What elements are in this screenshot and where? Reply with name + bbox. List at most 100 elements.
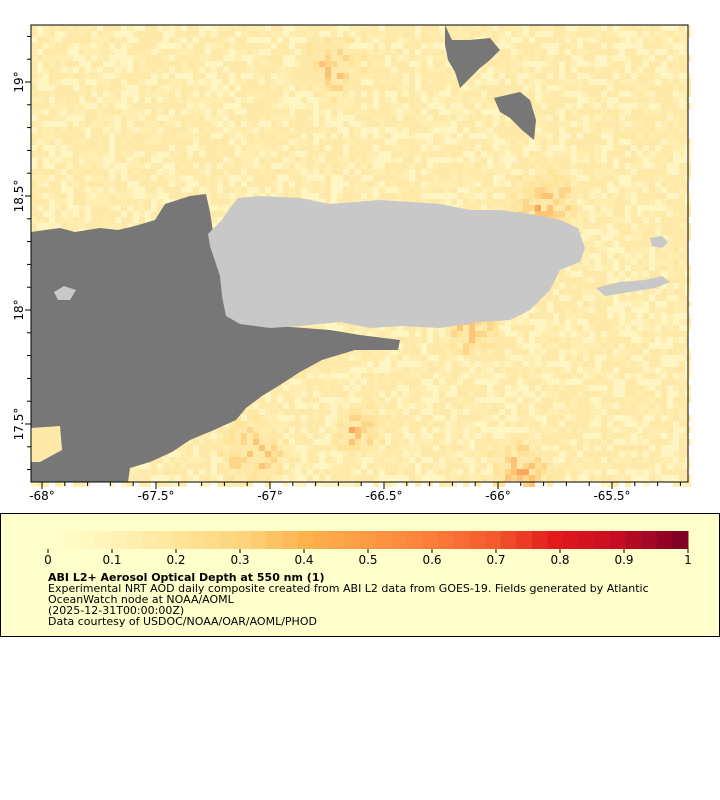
aod-pixel (661, 43, 667, 49)
aod-pixel (349, 349, 355, 355)
aod-pixel (109, 187, 115, 193)
aod-pixel (541, 61, 547, 67)
aod-pixel (241, 133, 247, 139)
aod-pixel (103, 115, 109, 121)
aod-pixel (97, 73, 103, 79)
aod-pixel (451, 457, 457, 463)
aod-pixel (271, 103, 277, 109)
aod-pixel (337, 115, 343, 121)
aod-pixel (139, 67, 145, 73)
aod-pixel (283, 421, 289, 427)
aod-pixel (139, 61, 145, 67)
aod-pixel (517, 427, 523, 433)
aod-pixel (283, 439, 289, 445)
aod-pixel (391, 127, 397, 133)
aod-pixel (547, 211, 553, 217)
aod-pixel (61, 187, 67, 193)
aod-pixel (679, 355, 685, 361)
aod-pixel (601, 337, 607, 343)
aod-pixel (241, 55, 247, 61)
aod-pixel (313, 373, 319, 379)
aod-pixel (643, 301, 649, 307)
aod-pixel (169, 55, 175, 61)
aod-pixel (217, 433, 223, 439)
aod-pixel (109, 43, 115, 49)
aod-pixel (229, 79, 235, 85)
aod-pixel (553, 163, 559, 169)
aod-pixel (79, 223, 85, 229)
aod-pixel (49, 43, 55, 49)
aod-pixel (331, 199, 337, 205)
aod-pixel (79, 127, 85, 133)
aod-pixel (541, 151, 547, 157)
aod-pixel (283, 403, 289, 409)
aod-pixel (637, 433, 643, 439)
aod-pixel (601, 409, 607, 415)
aod-pixel (487, 373, 493, 379)
aod-pixel (37, 193, 43, 199)
aod-pixel (649, 205, 655, 211)
aod-pixel (445, 199, 451, 205)
aod-pixel (169, 121, 175, 127)
aod-pixel (301, 481, 307, 487)
aod-pixel (127, 85, 133, 91)
aod-pixel (667, 439, 673, 445)
aod-pixel (655, 73, 661, 79)
aod-pixel (595, 37, 601, 43)
aod-pixel (487, 427, 493, 433)
aod-pixel (139, 463, 145, 469)
aod-pixel (343, 73, 349, 79)
aod-pixel (577, 475, 583, 481)
aod-pixel (181, 175, 187, 181)
aod-pixel (445, 391, 451, 397)
aod-pixel (403, 433, 409, 439)
aod-pixel (481, 457, 487, 463)
aod-pixel (637, 37, 643, 43)
aod-pixel (523, 421, 529, 427)
aod-pixel (415, 415, 421, 421)
aod-pixel (397, 343, 403, 349)
aod-pixel (115, 49, 121, 55)
aod-pixel (475, 97, 481, 103)
aod-pixel (637, 43, 643, 49)
aod-pixel (301, 415, 307, 421)
aod-pixel (619, 379, 625, 385)
y-tick-label: 19° (12, 71, 26, 92)
aod-pixel (343, 25, 349, 31)
aod-pixel (343, 139, 349, 145)
aod-pixel (229, 439, 235, 445)
aod-pixel (313, 115, 319, 121)
aod-pixel (289, 97, 295, 103)
aod-pixel (103, 223, 109, 229)
aod-pixel (427, 157, 433, 163)
aod-pixel (487, 391, 493, 397)
aod-pixel (301, 451, 307, 457)
aod-pixel (415, 337, 421, 343)
aod-pixel (259, 445, 265, 451)
aod-pixel (571, 343, 577, 349)
aod-pixel (661, 415, 667, 421)
aod-pixel (553, 313, 559, 319)
aod-pixel (631, 73, 637, 79)
aod-pixel (673, 403, 679, 409)
aod-pixel (103, 97, 109, 103)
aod-pixel (487, 103, 493, 109)
aod-pixel (211, 67, 217, 73)
aod-pixel (403, 355, 409, 361)
aod-pixel (121, 25, 127, 31)
aod-pixel (199, 55, 205, 61)
aod-pixel (661, 31, 667, 37)
aod-pixel (43, 163, 49, 169)
aod-pixel (43, 109, 49, 115)
aod-pixel (523, 187, 529, 193)
aod-pixel (631, 43, 637, 49)
aod-pixel (391, 145, 397, 151)
colorbar: 0 0.1 0.2 0.3 0.4 0.5 0.6 0.7 0.8 0.9 1 (44, 531, 692, 567)
aod-pixel (643, 55, 649, 61)
aod-pixel (631, 271, 637, 277)
aod-pixel (133, 187, 139, 193)
island-puerto-rico (208, 196, 585, 328)
aod-pixel (115, 223, 121, 229)
aod-pixel (247, 151, 253, 157)
aod-pixel (295, 379, 301, 385)
